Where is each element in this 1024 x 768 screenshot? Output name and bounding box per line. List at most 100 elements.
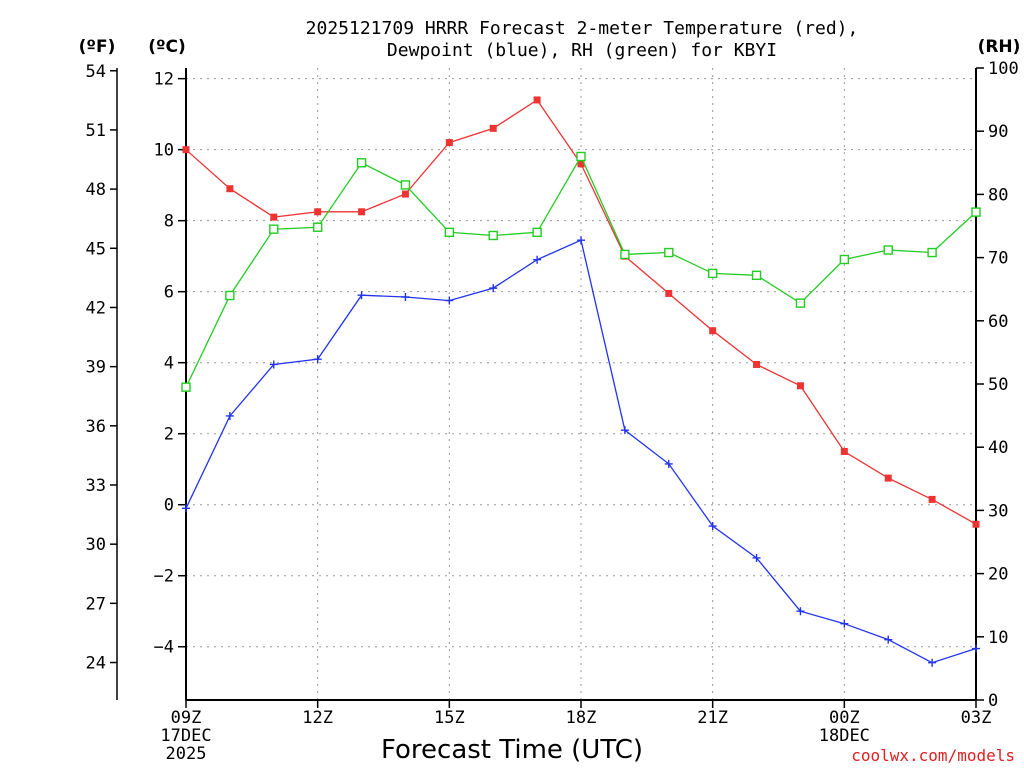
rh-tick-label: 50 <box>988 375 1008 395</box>
dewpoint-point <box>664 459 673 468</box>
fahrenheit-tick-label: 54 <box>86 62 106 82</box>
temperature-point <box>358 208 366 216</box>
rh-point <box>839 254 850 265</box>
dewpoint-point <box>972 644 980 653</box>
dewpoint-point <box>577 236 585 245</box>
rh-tick-label: 20 <box>988 565 1008 585</box>
fahrenheit-unit-label: (ºF) <box>79 37 116 57</box>
x-tick-label: 17DEC <box>160 726 211 746</box>
x-tick-label: 00Z <box>829 708 860 728</box>
temperature-point <box>445 139 453 147</box>
x-tick-label: 21Z <box>697 708 728 728</box>
dewpoint-point <box>357 291 366 300</box>
x-tick-label: 18Z <box>566 708 597 728</box>
celsius-tick-label: 2 <box>164 425 174 445</box>
temperature-point <box>314 208 322 216</box>
x-tick-label: 03Z <box>961 708 992 728</box>
rh-point <box>664 247 674 258</box>
dewpoint-point <box>445 296 454 305</box>
celsius-tick-label: −4 <box>154 638 174 658</box>
rh-point <box>927 247 937 258</box>
rh-point <box>312 222 323 232</box>
temperature-point <box>489 124 497 132</box>
temperature-point <box>577 160 585 168</box>
fahrenheit-tick-label: 39 <box>86 358 106 378</box>
celsius-tick-label: 10 <box>154 141 174 161</box>
x-tick-label: 09Z <box>171 708 202 728</box>
dewpoint-point <box>313 355 322 364</box>
fahrenheit-tick-label: 27 <box>86 594 106 614</box>
rh-tick-label: 100 <box>988 59 1019 79</box>
temperature-point <box>182 146 190 154</box>
rh-tick-label: 40 <box>988 438 1008 458</box>
celsius-tick-label: 4 <box>164 354 174 374</box>
rh-point <box>356 158 367 168</box>
dewpoint-point <box>840 619 849 628</box>
rh-point <box>400 180 411 190</box>
rh-unit-label: (RH) <box>978 37 1021 57</box>
celsius-tick-label: 6 <box>164 283 174 303</box>
dewpoint-point <box>620 426 629 435</box>
dewpoint-point <box>884 635 893 644</box>
grid-lines <box>186 68 976 700</box>
temperature-point <box>928 495 936 503</box>
x-axis-title: Forecast Time (UTC) <box>381 735 643 765</box>
rh-point <box>488 230 498 241</box>
temperature-point <box>972 520 980 528</box>
rh-point <box>444 227 455 238</box>
temperature-point <box>226 185 234 193</box>
dewpoint-point <box>182 504 190 513</box>
dewpoint-line <box>185 239 977 664</box>
rh-point <box>269 224 279 234</box>
rh-point <box>795 298 806 308</box>
celsius-tick-label: 8 <box>164 212 174 232</box>
dewpoint-point <box>533 255 542 264</box>
rh-point <box>532 227 542 238</box>
rh-point <box>620 249 630 260</box>
rh-point <box>225 290 235 301</box>
dewpoint-point <box>225 411 234 420</box>
rh-point <box>707 268 718 279</box>
temperature-point <box>401 190 409 198</box>
x-tick-label: 15Z <box>434 708 465 728</box>
rh-point <box>971 207 981 217</box>
celsius-unit-label: (ºC) <box>148 37 186 57</box>
rh-tick-label: 60 <box>988 312 1008 332</box>
rh-point <box>751 270 762 280</box>
celsius-tick-label: 0 <box>164 496 174 516</box>
celsius-tick-label: 12 <box>154 70 174 90</box>
fahrenheit-tick-label: 30 <box>86 535 106 555</box>
fahrenheit-tick-label: 51 <box>86 121 106 141</box>
rh-tick-label: 90 <box>988 122 1008 142</box>
rh-point <box>576 151 586 162</box>
temperature-point <box>753 360 761 368</box>
x-tick-label: 12Z <box>302 708 333 728</box>
dewpoint-point <box>796 607 805 616</box>
rh-point <box>181 382 191 392</box>
x-tick-label: 18DEC <box>819 726 870 746</box>
rh-tick-label: 0 <box>988 691 998 711</box>
chart-title-line-2: Dewpoint (blue), RH (green) for KBYI <box>387 40 777 61</box>
rh-point <box>883 245 893 255</box>
dewpoint-point <box>489 284 498 293</box>
temperature-point <box>270 213 278 221</box>
data-series <box>181 96 981 667</box>
dewpoint-point <box>708 522 717 531</box>
fahrenheit-tick-label: 48 <box>86 180 106 200</box>
fahrenheit-tick-label: 42 <box>86 298 106 318</box>
celsius-tick-label: −2 <box>154 567 174 587</box>
fahrenheit-tick-label: 33 <box>86 476 106 496</box>
series-dewpoint <box>182 236 980 667</box>
temperature-point <box>796 382 804 390</box>
x-tick-label: 2025 <box>166 744 207 764</box>
rh-tick-label: 30 <box>988 501 1008 521</box>
temperature-point <box>665 289 673 297</box>
dewpoint-point <box>928 658 937 667</box>
series-rh <box>181 151 981 392</box>
temperature-point <box>533 96 541 104</box>
rh-tick-label: 10 <box>988 628 1008 648</box>
temperature-point <box>840 447 848 455</box>
temperature-point <box>709 327 717 335</box>
series-temperature <box>182 96 980 528</box>
